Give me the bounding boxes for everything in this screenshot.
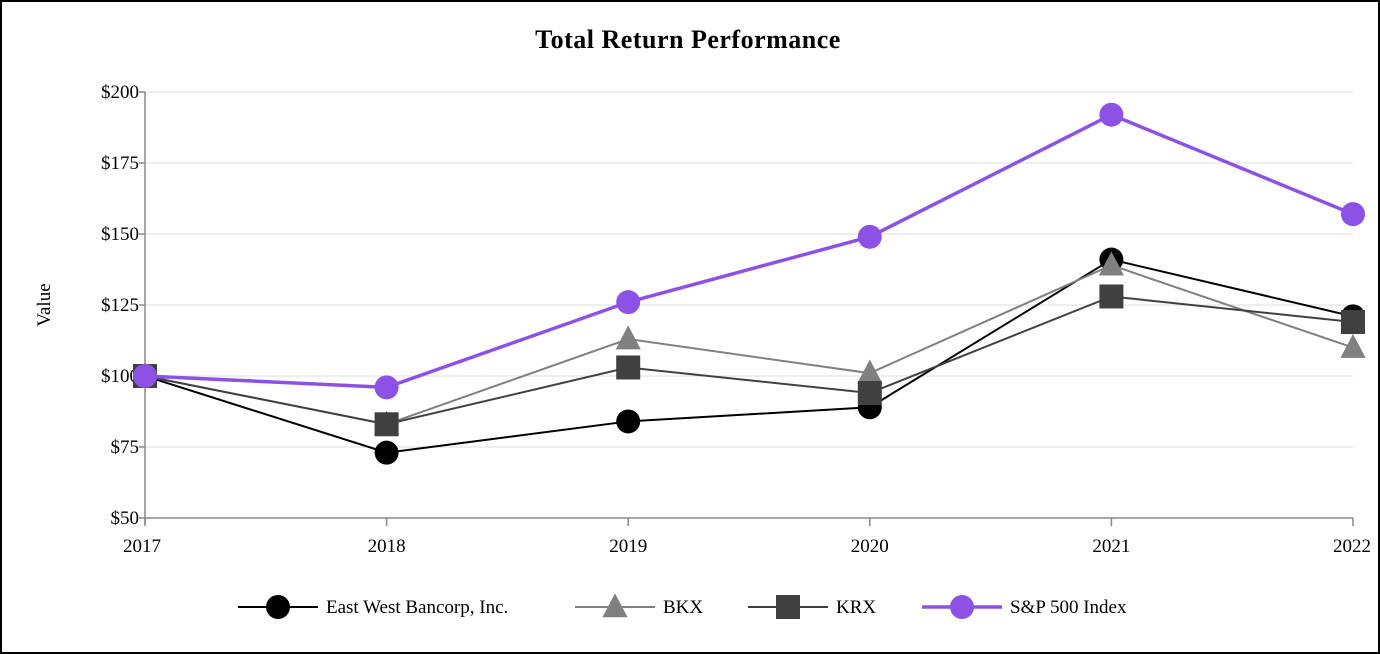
data-point (133, 364, 157, 388)
x-tick-label: 2022 (1333, 536, 1371, 557)
x-tick-label: 2021 (1092, 536, 1130, 557)
series-line (144, 295, 1354, 426)
data-point (616, 355, 641, 380)
y-tick-label: $75 (111, 437, 140, 458)
y-tick-label: $175 (101, 153, 139, 174)
legend-label: East West Bancorp, Inc. (326, 597, 508, 618)
x-tick-label: 2018 (368, 536, 406, 557)
legend-marker (776, 595, 800, 619)
data-point (374, 440, 399, 465)
data-point (1340, 333, 1366, 358)
chart-title: Total Return Performance (535, 25, 841, 54)
data-point (615, 325, 641, 350)
series-3 (133, 102, 1365, 400)
x-tick-label: 2019 (609, 536, 647, 557)
legend-marker (602, 593, 628, 618)
y-tick-label: $150 (101, 224, 139, 245)
legend-marker (950, 595, 974, 619)
grid-layer (145, 91, 1353, 448)
data-point (857, 224, 882, 249)
series-1 (132, 251, 1366, 435)
legend-label: S&P 500 Index (1010, 597, 1127, 618)
data-point (374, 375, 399, 400)
data-point (1098, 251, 1124, 276)
y-tick-label: $125 (101, 295, 139, 316)
series-line (144, 112, 1354, 390)
data-point (857, 381, 882, 406)
data-point (616, 409, 641, 434)
data-point (616, 290, 641, 315)
legend: East West Bancorp, Inc. BKX KRX S&P 500 Ind… (238, 593, 1127, 619)
legend-item: East West Bancorp, Inc. (238, 595, 508, 619)
series-layer (132, 102, 1366, 465)
series-line (144, 258, 1354, 454)
x-tick-label: 2017 (123, 536, 161, 557)
data-point (374, 412, 399, 437)
legend-label: KRX (836, 597, 876, 618)
legend-marker (266, 595, 290, 619)
data-point (857, 359, 883, 384)
y-tick-label: $100 (101, 366, 139, 387)
y-tick-label: $50 (111, 508, 140, 529)
data-point (1099, 284, 1124, 309)
x-tick-label: 2020 (851, 536, 889, 557)
legend-item: S&P 500 Index (922, 595, 1127, 619)
legend-item: KRX (748, 595, 876, 619)
data-point (1099, 102, 1124, 127)
axis-layer: $50 $75 $100 $125 $150 $175 $200 2017 2018 2019 20… (101, 82, 1371, 557)
series-line (144, 264, 1354, 426)
y-axis-label: Value (34, 283, 55, 326)
data-point (1341, 202, 1365, 227)
legend-item: BKX (575, 593, 703, 618)
data-point (1341, 310, 1365, 335)
y-tick-label: $200 (101, 82, 139, 103)
legend-label: BKX (663, 597, 703, 618)
